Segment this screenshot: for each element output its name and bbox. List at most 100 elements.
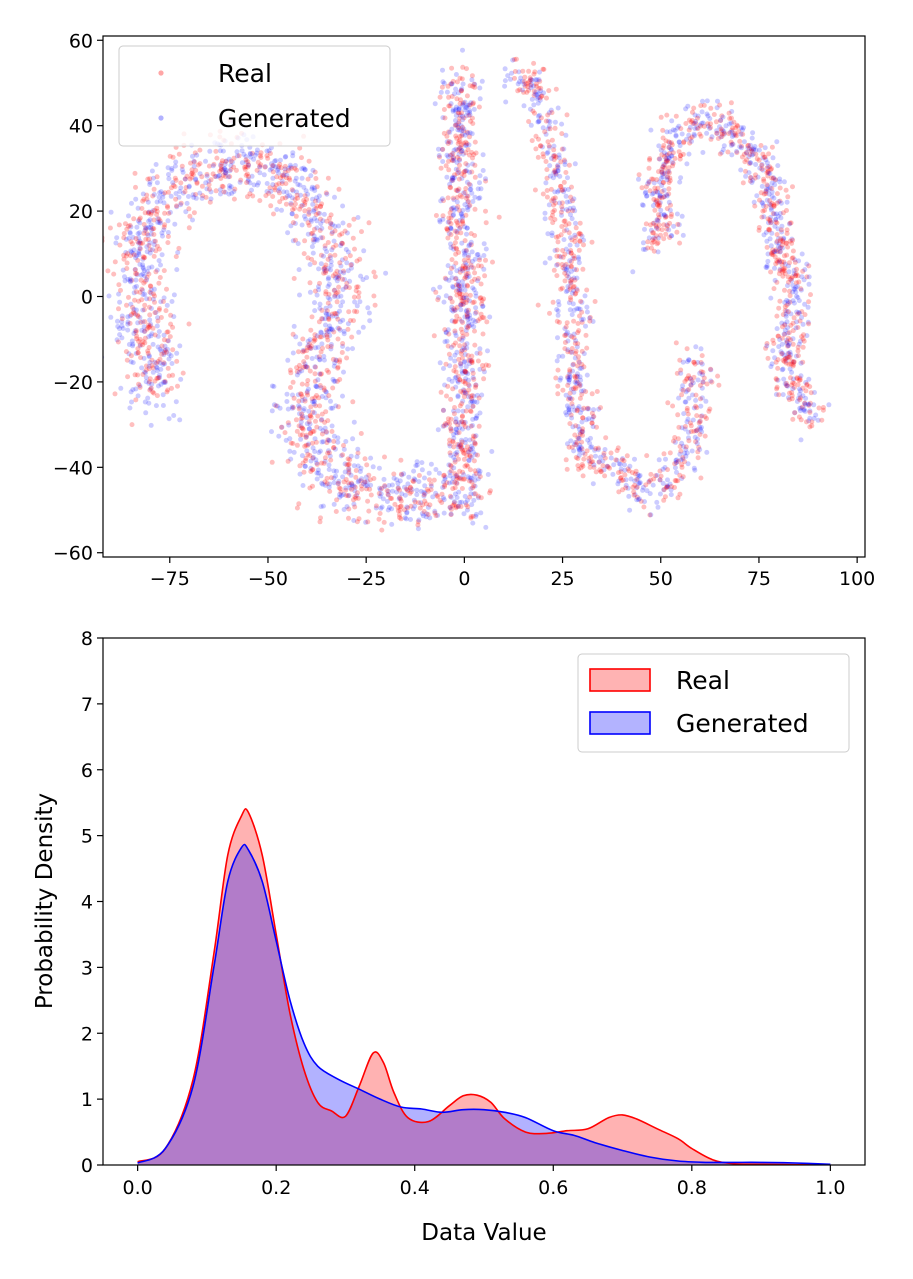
generated-point: [464, 507, 470, 513]
generated-point: [127, 230, 133, 236]
real-point: [421, 492, 427, 498]
real-point: [197, 161, 203, 167]
real-point: [454, 195, 460, 200]
real-point: [761, 154, 767, 160]
generated-point: [651, 220, 657, 226]
real-point: [316, 395, 322, 401]
real-point: [448, 428, 454, 434]
real-point: [553, 171, 559, 177]
generated-point: [331, 475, 337, 481]
real-point: [770, 337, 776, 343]
generated-point: [477, 180, 482, 186]
generated-point: [777, 337, 783, 343]
real-point: [354, 309, 360, 315]
real-point: [141, 255, 147, 261]
generated-point: [248, 154, 254, 160]
real-point: [469, 150, 475, 155]
generated-point: [317, 448, 323, 454]
real-point: [572, 291, 578, 297]
real-point: [452, 471, 458, 477]
generated-point: [422, 483, 428, 489]
real-point: [555, 367, 561, 373]
generated-point: [469, 454, 475, 460]
real-point: [277, 161, 283, 167]
real-point: [451, 306, 457, 312]
real-point: [532, 110, 537, 116]
generated-point: [453, 416, 459, 422]
real-point: [167, 334, 173, 340]
generated-point: [700, 372, 706, 378]
real-point: [478, 311, 484, 317]
generated-point: [458, 302, 464, 308]
real-point: [162, 378, 168, 384]
real-point: [664, 157, 669, 163]
real-point: [777, 268, 783, 274]
generated-point: [562, 266, 568, 272]
generated-point: [199, 195, 205, 201]
real-point: [693, 439, 699, 445]
generated-point: [299, 175, 305, 181]
generated-point: [660, 174, 666, 180]
real-point: [462, 369, 468, 375]
real-point: [562, 270, 568, 276]
generated-point: [707, 116, 713, 122]
generated-point: [288, 223, 294, 229]
real-point: [166, 189, 171, 195]
real-point: [615, 445, 621, 451]
generated-point: [462, 419, 468, 425]
generated-point: [293, 175, 299, 181]
real-point: [475, 452, 480, 458]
y-tick-label: −40: [53, 457, 93, 479]
generated-point: [472, 477, 478, 483]
generated-point: [656, 457, 662, 463]
generated-point: [663, 159, 669, 165]
generated-point: [156, 383, 161, 389]
real-point: [683, 121, 689, 126]
real-point: [131, 310, 137, 316]
real-point: [136, 338, 142, 344]
generated-point: [373, 505, 379, 511]
real-point: [465, 147, 471, 153]
real-point: [563, 261, 569, 267]
real-point: [675, 478, 681, 484]
real-point: [290, 405, 296, 410]
generated-point: [634, 497, 640, 503]
real-point: [656, 212, 661, 218]
real-point: [457, 286, 462, 292]
real-point: [562, 278, 568, 284]
generated-point: [654, 189, 660, 195]
real-point: [568, 412, 574, 418]
real-point: [665, 174, 671, 180]
generated-point: [748, 175, 754, 181]
generated-point: [127, 229, 133, 235]
generated-point: [453, 430, 459, 436]
generated-point: [683, 453, 689, 459]
real-point: [659, 152, 665, 158]
real-point: [452, 328, 458, 334]
real-point: [528, 77, 534, 83]
generated-point: [539, 144, 545, 150]
real-point: [318, 252, 324, 258]
generated-point: [549, 233, 555, 239]
real-point: [447, 462, 453, 468]
generated-point: [656, 235, 661, 241]
generated-point: [331, 363, 337, 369]
real-point: [526, 119, 532, 124]
generated-point: [571, 331, 577, 337]
generated-point: [453, 384, 459, 390]
real-point: [448, 396, 454, 402]
real-point: [461, 115, 467, 121]
real-point: [384, 488, 390, 494]
generated-point: [308, 217, 314, 223]
real-point: [290, 207, 296, 213]
real-point: [773, 376, 779, 382]
generated-point: [281, 189, 287, 195]
real-point: [790, 248, 796, 254]
real-point: [391, 471, 397, 477]
generated-point: [767, 236, 773, 242]
real-point: [250, 193, 256, 199]
real-point: [782, 253, 787, 259]
generated-point: [783, 311, 789, 317]
generated-point: [323, 389, 329, 395]
generated-point: [297, 292, 302, 298]
